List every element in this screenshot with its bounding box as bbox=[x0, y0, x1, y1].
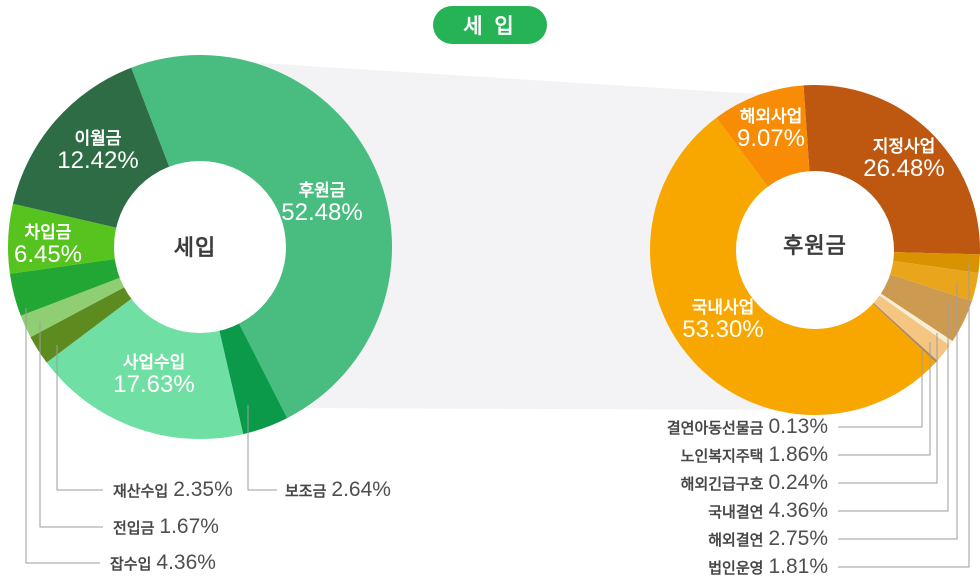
page-title: 세 입 bbox=[433, 6, 547, 44]
revenue-donut-leader-3 bbox=[56, 345, 103, 491]
donation-donut-hole bbox=[736, 171, 894, 329]
revenue-donut-hole bbox=[114, 161, 286, 333]
donation-donut-leader-2 bbox=[838, 282, 958, 540]
donation-donut-leader-3 bbox=[838, 302, 949, 512]
revenue-donut-leader-1 bbox=[247, 405, 277, 491]
revenue-donut-leader-4 bbox=[39, 322, 103, 528]
donation-donut-leader-4 bbox=[838, 333, 938, 484]
donation-donut-leader-1 bbox=[838, 262, 970, 568]
donation-donut-leader-6 bbox=[838, 350, 923, 428]
donation-donut-leader-5 bbox=[838, 342, 931, 456]
revenue-donut-slice-6 bbox=[8, 203, 201, 274]
revenue-donut-leader-5 bbox=[25, 308, 100, 564]
